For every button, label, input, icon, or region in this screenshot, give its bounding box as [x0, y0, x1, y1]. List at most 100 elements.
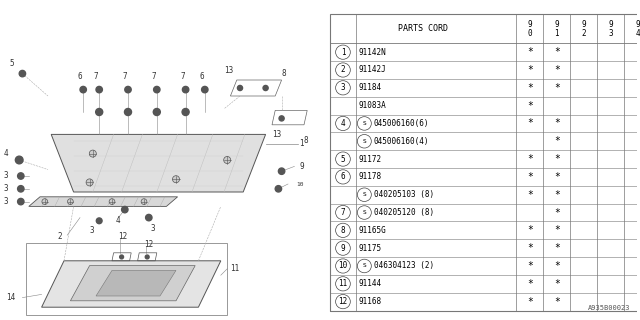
Text: *: * — [527, 225, 533, 235]
Text: 040205120 (8): 040205120 (8) — [374, 208, 434, 217]
Circle shape — [224, 156, 231, 164]
Text: 9
1: 9 1 — [554, 20, 559, 38]
Text: 11: 11 — [230, 264, 239, 273]
Text: 7: 7 — [93, 72, 99, 81]
Circle shape — [263, 85, 268, 91]
Text: *: * — [554, 118, 560, 128]
Text: 7: 7 — [122, 72, 127, 81]
Text: 9
2: 9 2 — [581, 20, 586, 38]
Text: 4: 4 — [3, 149, 8, 158]
Circle shape — [279, 116, 284, 121]
Text: 046304123 (2): 046304123 (2) — [374, 261, 434, 270]
Text: S: S — [362, 192, 366, 197]
Text: 12: 12 — [339, 297, 348, 306]
Text: 91083A: 91083A — [359, 101, 387, 110]
Text: 5: 5 — [340, 155, 346, 164]
Text: 91142N: 91142N — [359, 48, 387, 57]
Text: 3: 3 — [340, 83, 346, 92]
Circle shape — [122, 206, 128, 213]
Text: 91178: 91178 — [359, 172, 382, 181]
Text: 91144: 91144 — [359, 279, 382, 288]
Text: 12: 12 — [144, 240, 153, 249]
Text: 91142J: 91142J — [359, 66, 387, 75]
Text: 3: 3 — [90, 226, 94, 235]
Text: 4: 4 — [340, 119, 346, 128]
Text: *: * — [554, 190, 560, 200]
Circle shape — [18, 173, 24, 179]
Circle shape — [90, 150, 96, 157]
Text: 8: 8 — [282, 69, 286, 78]
Text: 040205103 (8): 040205103 (8) — [374, 190, 434, 199]
Text: 6: 6 — [340, 172, 346, 181]
Text: 4: 4 — [115, 216, 120, 225]
Text: *: * — [554, 65, 560, 75]
Text: *: * — [527, 47, 533, 57]
Circle shape — [15, 156, 23, 164]
Text: *: * — [554, 243, 560, 253]
Text: 9: 9 — [340, 244, 346, 253]
Polygon shape — [70, 266, 195, 301]
Text: 10: 10 — [296, 181, 304, 187]
Text: 045006160(6): 045006160(6) — [374, 119, 429, 128]
Text: 9
0: 9 0 — [527, 20, 532, 38]
Circle shape — [96, 86, 102, 93]
Text: *: * — [527, 154, 533, 164]
Text: 3: 3 — [150, 224, 155, 233]
Circle shape — [86, 179, 93, 186]
Circle shape — [182, 86, 189, 93]
Text: *: * — [554, 225, 560, 235]
Text: *: * — [527, 65, 533, 75]
Text: 91184: 91184 — [359, 83, 382, 92]
Text: A935B00023: A935B00023 — [588, 305, 630, 310]
Text: 2: 2 — [340, 66, 346, 75]
Circle shape — [237, 85, 243, 91]
Text: *: * — [554, 47, 560, 57]
Text: *: * — [527, 190, 533, 200]
Text: 91172: 91172 — [359, 155, 382, 164]
Text: 13: 13 — [224, 66, 233, 75]
Text: 7: 7 — [180, 72, 185, 81]
Text: *: * — [554, 279, 560, 289]
Text: S: S — [362, 210, 366, 215]
Text: *: * — [554, 297, 560, 307]
Polygon shape — [96, 270, 176, 296]
Circle shape — [109, 199, 115, 204]
Circle shape — [96, 108, 102, 116]
Text: *: * — [527, 243, 533, 253]
Text: 91175: 91175 — [359, 244, 382, 253]
Circle shape — [146, 214, 152, 221]
Circle shape — [97, 218, 102, 224]
Text: *: * — [554, 208, 560, 218]
Text: 7: 7 — [151, 72, 156, 81]
Circle shape — [42, 199, 48, 204]
Text: 3: 3 — [3, 197, 8, 206]
Text: *: * — [527, 100, 533, 111]
Text: 91165G: 91165G — [359, 226, 387, 235]
Circle shape — [182, 108, 189, 116]
Circle shape — [154, 108, 161, 116]
Text: PARTS CORD: PARTS CORD — [398, 24, 448, 33]
Text: 7: 7 — [340, 208, 346, 217]
Text: 11: 11 — [339, 279, 348, 288]
Circle shape — [275, 186, 282, 192]
Circle shape — [141, 199, 147, 204]
Text: 3: 3 — [3, 184, 8, 193]
Text: *: * — [554, 261, 560, 271]
Text: 2: 2 — [58, 232, 62, 241]
Circle shape — [19, 70, 26, 77]
Text: *: * — [527, 172, 533, 182]
Text: *: * — [527, 118, 533, 128]
Circle shape — [125, 86, 131, 93]
Circle shape — [154, 86, 160, 93]
Text: 14: 14 — [6, 293, 15, 302]
Text: *: * — [527, 297, 533, 307]
Circle shape — [173, 176, 179, 183]
Text: *: * — [554, 83, 560, 93]
Circle shape — [80, 86, 86, 93]
Text: *: * — [554, 136, 560, 146]
Text: 91168: 91168 — [359, 297, 382, 306]
Polygon shape — [51, 134, 266, 192]
Circle shape — [120, 255, 124, 259]
Circle shape — [278, 168, 285, 174]
Circle shape — [68, 199, 73, 204]
